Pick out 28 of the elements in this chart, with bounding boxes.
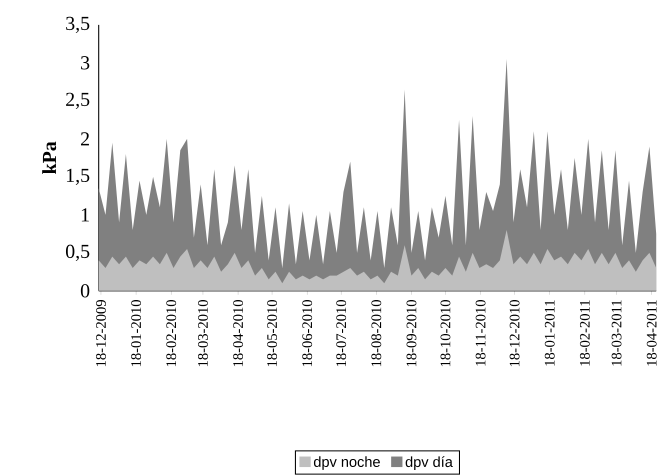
x-tick-label: 18-06-2010 <box>302 300 312 366</box>
x-tick-label: 18-03-2010 <box>198 300 208 366</box>
x-tick-label: 18-12-2010 <box>510 300 520 366</box>
y-axis-title: kPa <box>42 142 56 174</box>
x-tick-label: 18-04-2011 <box>646 300 657 366</box>
y-tick-label: 0,5 <box>66 244 90 262</box>
y-tick-label: 3,5 <box>66 16 90 34</box>
x-tick-label: 18-02-2011 <box>580 300 590 366</box>
x-tick-label: 18-11-2010 <box>476 300 486 366</box>
x-tick-label: 18-12-2009 <box>96 300 106 366</box>
y-tick-label: 1,5 <box>66 168 90 186</box>
x-tick-label: 18-02-2010 <box>166 300 176 366</box>
y-tick-label: 2,5 <box>66 92 90 110</box>
x-tick-label: 18-04-2010 <box>233 300 243 366</box>
x-tick-label: 18-01-2010 <box>131 300 142 366</box>
x-tick-label: 18-09-2010 <box>406 300 416 366</box>
y-tick-label: 0 <box>80 284 90 298</box>
x-tick-label: 18-05-2010 <box>267 300 277 366</box>
x-tick-label: 18-03-2011 <box>612 300 622 366</box>
legend-label: dpv día <box>406 456 453 470</box>
y-tick-label: 2 <box>80 132 89 146</box>
x-tick-label: 18-10-2010 <box>440 300 450 366</box>
y-tick-label: 1 <box>82 208 89 222</box>
legend-label: dpv noche <box>314 456 380 470</box>
y-tick-label: 3 <box>81 56 90 70</box>
x-tick-label: 18-07-2010 <box>336 300 346 366</box>
x-tick-label: 18-08-2010 <box>371 300 382 366</box>
x-tick-label: 18-01-2011 <box>544 300 555 366</box>
